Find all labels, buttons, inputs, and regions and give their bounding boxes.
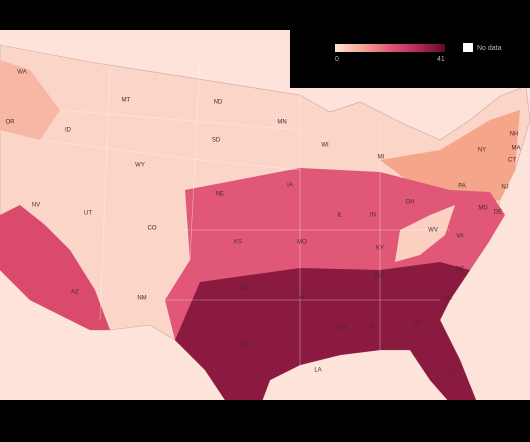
state-label: OH	[406, 200, 415, 206]
state-labels: WA MT ND MN OR ID WY SD WI MI NY NE IA NV UT CO IL IN OH PA…	[6, 70, 521, 374]
state-label: SC	[444, 296, 453, 302]
state-label: MT	[122, 98, 131, 104]
state-label: CO	[148, 226, 157, 232]
legend-no-data-swatch	[463, 43, 473, 52]
state-label: MO	[297, 240, 307, 246]
state-label: MA	[512, 146, 521, 152]
state-label: NE	[216, 192, 224, 198]
state-label: ID	[65, 128, 72, 134]
state-label: NH	[510, 132, 519, 138]
state-label: AZ	[71, 290, 79, 296]
state-label: OR	[6, 120, 16, 126]
state-label: MD	[478, 206, 488, 212]
state-label: UT	[84, 211, 92, 217]
state-borders	[39, 59, 450, 365]
state-label: WI	[321, 143, 329, 149]
state-label: TN	[374, 274, 382, 280]
state-label: FL	[446, 368, 454, 374]
state-label: MN	[277, 120, 286, 126]
state-label: WY	[135, 163, 145, 169]
state-label: SD	[212, 138, 221, 144]
legend-no-data: No data	[477, 45, 502, 52]
region-appalachia	[395, 205, 455, 262]
legend-min: 0	[335, 56, 339, 63]
state-label: MS	[338, 326, 347, 332]
state-label: CT	[508, 158, 516, 164]
state-label: WA	[17, 70, 26, 76]
state-label: ND	[214, 100, 223, 106]
state-label: TX	[240, 343, 248, 349]
state-label: NV	[32, 203, 40, 209]
state-label: NM	[137, 296, 146, 302]
legend-gradient	[335, 44, 445, 52]
state-label: DE	[494, 210, 502, 216]
state-label: AR	[299, 296, 308, 302]
state-label: IA	[287, 183, 293, 189]
legend-max: 41	[437, 56, 445, 63]
region-southwest	[0, 205, 110, 330]
state-label: NC	[456, 267, 465, 273]
state-label: AL	[368, 324, 376, 330]
state-label: OK	[240, 286, 249, 292]
state-label: IN	[370, 213, 376, 219]
state-label: MI	[378, 155, 385, 161]
region-south	[175, 262, 480, 420]
state-label: VA	[456, 234, 464, 240]
state-label: NY	[478, 148, 486, 154]
state-label: LA	[314, 368, 321, 374]
bottom-band	[0, 400, 530, 442]
state-label: NJ	[501, 185, 508, 191]
state-label: KS	[234, 240, 242, 246]
region-northwest	[0, 60, 60, 140]
state-label: PA	[458, 184, 466, 190]
state-label: WV	[428, 228, 438, 234]
state-label: KY	[376, 246, 384, 252]
state-label: GA	[413, 320, 422, 326]
state-label: IL	[337, 213, 343, 219]
